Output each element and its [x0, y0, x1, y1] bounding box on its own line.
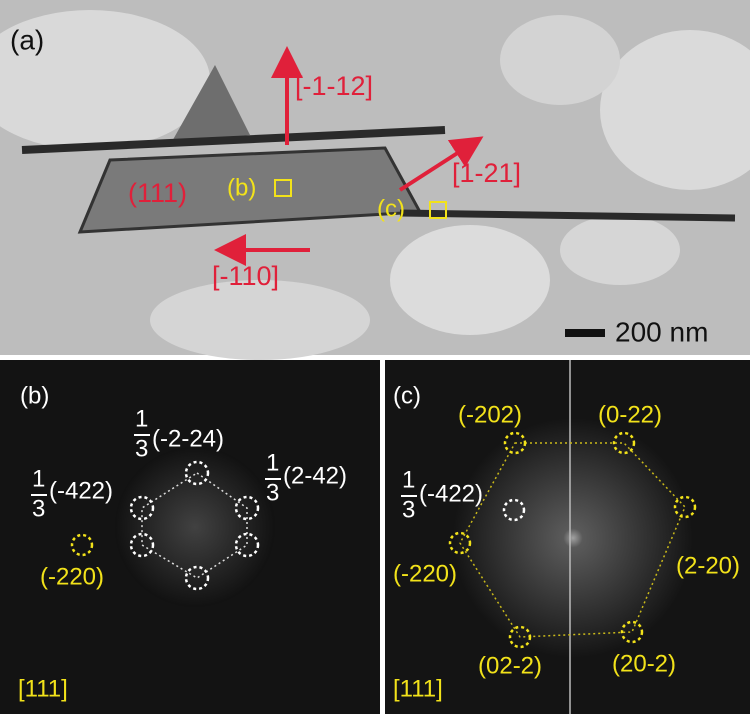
index-label: (-202) [458, 401, 522, 428]
denominator: 3 [266, 479, 279, 506]
index-label: (2-42) [283, 462, 347, 489]
region-marker: (b) [227, 174, 256, 201]
index-label: (2-20) [676, 552, 740, 579]
panel-tag: (a) [10, 24, 44, 55]
direction-label: [-1-12] [295, 71, 373, 101]
panel-tag: (c) [393, 382, 421, 409]
scale-bar [565, 329, 605, 337]
index-label: (20-2) [612, 650, 676, 677]
panel-tag: (b) [20, 382, 49, 409]
panel-a: (a) [-1-12] [1-21] [-110] (111) (b) (c) … [0, 0, 750, 360]
hole [150, 280, 370, 360]
panel-b: (b) 1 3 (-2-24) 1 3 (-422) 1 3 (2-42) (-… [0, 360, 380, 714]
index-label: (-220) [393, 560, 457, 587]
panel-c: (c) (-202) (0-22) (2-20) (20-2) (02-2) (… [385, 360, 750, 714]
hole [500, 15, 620, 105]
denominator: 3 [402, 496, 415, 523]
nanowire [400, 213, 735, 218]
hole [560, 215, 680, 285]
fft-glow [453, 418, 693, 658]
index-label: (02-2) [478, 652, 542, 679]
denominator: 3 [135, 435, 148, 462]
numerator: 1 [32, 465, 45, 492]
region-marker: (c) [377, 195, 405, 222]
numerator: 1 [402, 466, 415, 493]
scale-label: 200 nm [615, 316, 708, 347]
index-label: (-422) [419, 480, 483, 507]
numerator: 1 [135, 405, 148, 432]
figure: (a) [-1-12] [1-21] [-110] (111) (b) (c) … [0, 0, 750, 714]
zone-axis: [111] [393, 675, 443, 702]
hole [390, 225, 550, 335]
direction-label: [1-21] [452, 158, 521, 188]
index-label: (-220) [40, 563, 104, 590]
zone-axis: [111] [18, 675, 68, 702]
numerator: 1 [266, 449, 279, 476]
plane-label: (111) [128, 178, 187, 208]
index-label: (-422) [49, 477, 113, 504]
index-label: (0-22) [598, 401, 662, 428]
direction-label: [-110] [212, 261, 279, 291]
fft-glow [115, 447, 275, 607]
denominator: 3 [32, 495, 45, 522]
index-label: (-2-24) [152, 425, 224, 452]
